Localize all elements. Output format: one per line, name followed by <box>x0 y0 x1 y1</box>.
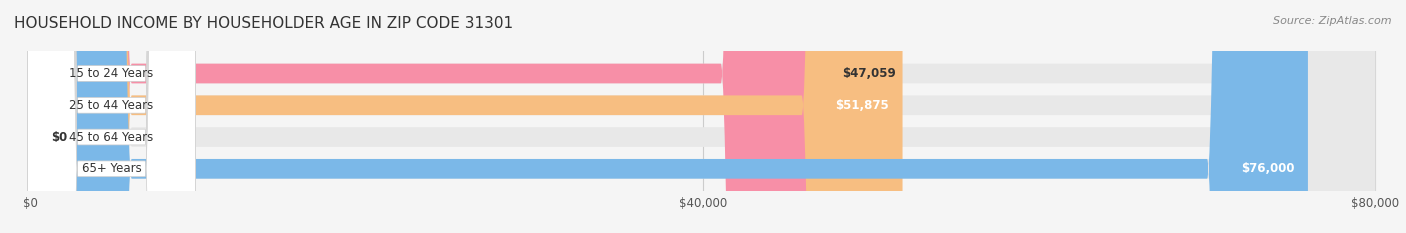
FancyBboxPatch shape <box>31 0 1375 233</box>
Text: $47,059: $47,059 <box>842 67 896 80</box>
Text: 25 to 44 Years: 25 to 44 Years <box>69 99 153 112</box>
FancyBboxPatch shape <box>31 0 821 233</box>
FancyBboxPatch shape <box>31 0 1375 233</box>
FancyBboxPatch shape <box>31 0 1308 233</box>
FancyBboxPatch shape <box>28 0 195 233</box>
Text: 45 to 64 Years: 45 to 64 Years <box>69 130 153 144</box>
Text: 65+ Years: 65+ Years <box>82 162 142 175</box>
Text: 15 to 24 Years: 15 to 24 Years <box>69 67 153 80</box>
FancyBboxPatch shape <box>28 0 195 233</box>
FancyBboxPatch shape <box>31 0 1375 233</box>
Text: $0: $0 <box>51 130 67 144</box>
FancyBboxPatch shape <box>28 0 195 233</box>
FancyBboxPatch shape <box>28 0 195 233</box>
FancyBboxPatch shape <box>31 0 1375 233</box>
Text: Source: ZipAtlas.com: Source: ZipAtlas.com <box>1274 16 1392 26</box>
Text: $76,000: $76,000 <box>1241 162 1295 175</box>
Text: HOUSEHOLD INCOME BY HOUSEHOLDER AGE IN ZIP CODE 31301: HOUSEHOLD INCOME BY HOUSEHOLDER AGE IN Z… <box>14 16 513 31</box>
Text: $51,875: $51,875 <box>835 99 889 112</box>
FancyBboxPatch shape <box>31 0 903 233</box>
